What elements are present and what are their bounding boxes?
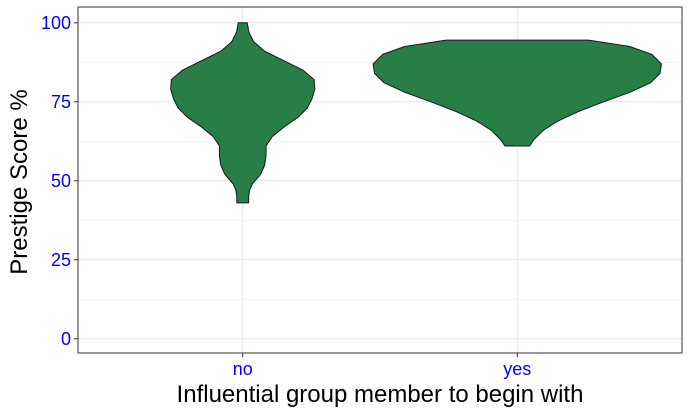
x-tick-label: no bbox=[233, 359, 253, 379]
axes: 0 25 50 75 100 no yes bbox=[41, 13, 531, 379]
y-tick-label: 50 bbox=[51, 171, 71, 191]
x-axis-title: Influential group member to begin with bbox=[177, 381, 584, 408]
y-tick-label: 0 bbox=[61, 329, 71, 349]
y-tick-label: 75 bbox=[51, 92, 71, 112]
x-tick-label: yes bbox=[503, 359, 531, 379]
violin-yes bbox=[372, 39, 662, 147]
y-axis-title: Prestige Score % bbox=[6, 89, 33, 274]
y-tick-label: 100 bbox=[41, 13, 71, 33]
plot-panel-border bbox=[77, 6, 683, 354]
violin-no bbox=[170, 22, 316, 204]
violins bbox=[170, 22, 662, 204]
y-tick-label: 25 bbox=[51, 250, 71, 270]
